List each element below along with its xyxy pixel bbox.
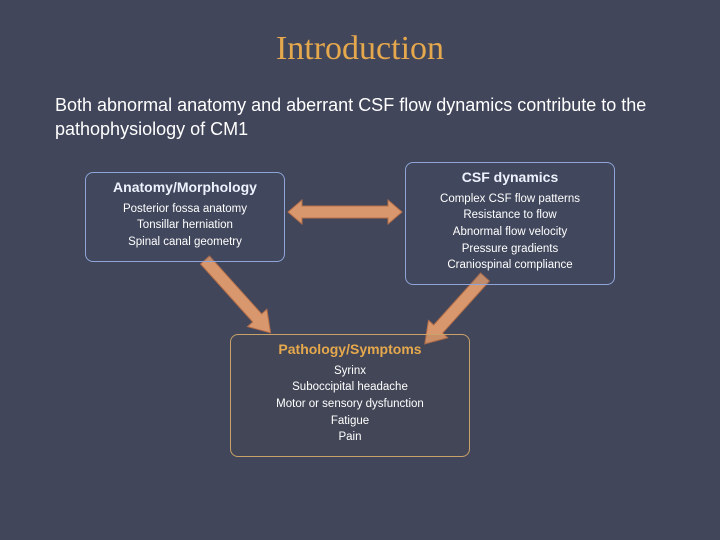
box-csf-header: CSF dynamics bbox=[416, 169, 604, 185]
list-item: Tonsillar herniation bbox=[96, 217, 274, 234]
list-item: Pressure gradients bbox=[416, 241, 604, 258]
list-item: Syrinx bbox=[241, 363, 459, 380]
diagram-area: Anatomy/Morphology Posterior fossa anato… bbox=[0, 142, 720, 502]
list-item: Suboccipital headache bbox=[241, 379, 459, 396]
list-item: Complex CSF flow patterns bbox=[416, 191, 604, 208]
box-pathology-header: Pathology/Symptoms bbox=[241, 341, 459, 357]
box-anatomy-header: Anatomy/Morphology bbox=[96, 179, 274, 195]
list-item: Resistance to flow bbox=[416, 207, 604, 224]
arrow-horizontal bbox=[288, 200, 402, 224]
list-item: Motor or sensory dysfunction bbox=[241, 396, 459, 413]
list-item: Spinal canal geometry bbox=[96, 234, 274, 251]
subtitle-text: Both abnormal anatomy and aberrant CSF f… bbox=[0, 68, 720, 142]
arrow-left-to-bottom bbox=[195, 251, 280, 341]
box-anatomy: Anatomy/Morphology Posterior fossa anato… bbox=[85, 172, 285, 262]
list-item: Abnormal flow velocity bbox=[416, 224, 604, 241]
box-csf: CSF dynamics Complex CSF flow patterns R… bbox=[405, 162, 615, 285]
list-item: Posterior fossa anatomy bbox=[96, 201, 274, 218]
list-item: Craniospinal compliance bbox=[416, 257, 604, 274]
list-item: Fatigue bbox=[241, 413, 459, 430]
list-item: Pain bbox=[241, 429, 459, 446]
box-pathology: Pathology/Symptoms Syrinx Suboccipital h… bbox=[230, 334, 470, 457]
page-title: Introduction bbox=[0, 0, 720, 68]
